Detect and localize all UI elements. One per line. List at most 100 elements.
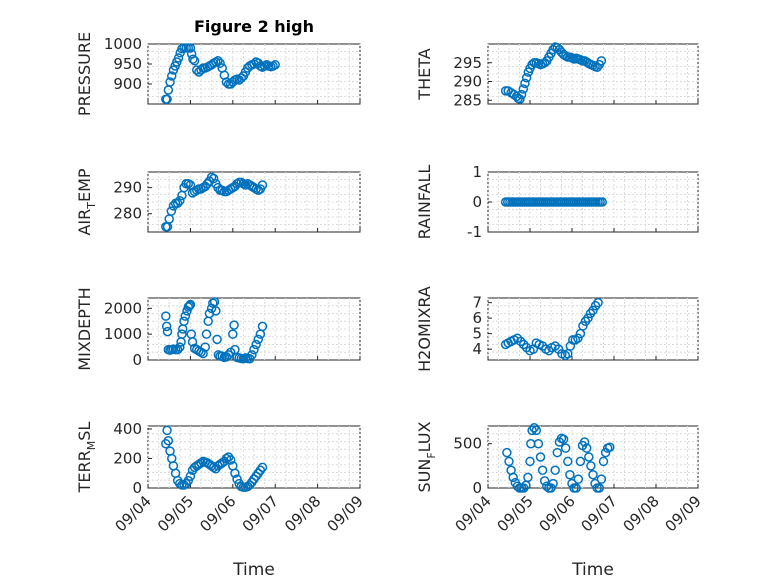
data-point [162,94,172,104]
data-point [552,447,563,458]
subplot-pressure: 900 950 1000 PRESSURE Figure 2 high [75,17,361,116]
data-point [583,313,593,323]
data-point [230,468,240,478]
y-tick-label: 295 [453,54,482,72]
data-point [183,475,194,486]
data-point [539,476,550,486]
subplot-air_temp: 280 290 AIRTEMP [75,168,361,236]
y-tick-label: 0 [132,479,142,497]
data-point [161,321,172,332]
data-point [166,206,177,216]
y-axis-label: MIXDEPTH [75,287,94,370]
data-point [251,339,261,350]
data-point [257,180,268,190]
y-tick-label: 290 [453,73,482,91]
data-point [185,43,196,53]
data-point [593,297,603,308]
data-point [578,321,588,331]
chart-title: Figure 2 high [194,17,314,36]
y-axis-label: TERRMSL [75,422,98,494]
data-point [175,478,185,489]
y-tick-label: 500 [453,435,482,453]
y-tick-label: 900 [113,75,142,93]
data-point [531,425,542,436]
data-point [520,78,530,89]
data-point [221,453,232,464]
x-axis-label: Time [232,560,275,580]
x-tick-label: 09/07 [578,492,621,535]
data-point [596,56,607,66]
y-tick-label: 7 [472,294,482,312]
data-point [247,350,257,360]
data-point [588,469,598,480]
y-axis-label: SUNFLUX [415,421,438,492]
x-tick-label: 09/05 [494,492,537,535]
data-point [533,438,544,449]
data-point [179,316,189,326]
y-axis-label: RAINFALL [415,165,434,240]
x-tick-label: 09/09 [324,492,367,535]
y-axis-label: THETA [415,48,434,100]
data-point [535,452,546,462]
data-point [175,342,185,352]
data-point [581,443,592,453]
data-point [198,348,208,359]
data-point [175,195,185,206]
y-tick-label: 950 [113,55,142,73]
data-point [185,299,196,310]
data-point [594,483,605,493]
data-point [597,197,607,207]
data-point [579,437,590,447]
data-point [238,178,249,189]
y-tick-label: 280 [113,205,142,223]
y-tick-label: 200 [113,449,142,467]
data-point [525,456,535,467]
y-axis-label: AIRTEMP [75,168,98,235]
data-point [240,180,251,190]
data-point [518,339,529,350]
y-tick-label: 5 [472,325,482,343]
data-point [518,483,529,493]
data-point [584,452,594,462]
x-axis-label: Time [571,560,614,580]
data-point [185,471,196,481]
y-axis-label: PRESSURE [75,32,94,116]
y-tick-label: -1 [467,223,482,241]
data-point [223,350,234,360]
data-point [546,483,556,493]
data-point [508,472,518,483]
data-point [162,326,173,337]
data-point [521,73,532,83]
y-tick-label: 2000 [104,299,142,317]
data-point [515,94,525,104]
data-point [516,89,527,100]
data-point [573,474,584,484]
data-point [596,474,607,484]
data-point [257,462,268,473]
x-tick-label: 09/04 [112,492,155,535]
y-tick-label: 1 [472,163,482,181]
data-point [565,341,576,351]
data-point [516,336,526,347]
data-point [527,425,537,436]
data-point [228,329,238,339]
data-point [523,472,533,483]
data-point [571,483,581,493]
data-point [504,456,514,467]
x-tick-label: 09/04 [452,492,495,535]
data-point [598,456,609,467]
data-point [213,56,223,66]
y-tick-label: 400 [113,420,142,438]
data-point [558,434,569,445]
y-tick-label: 4 [472,340,482,358]
y-tick-label: 290 [113,179,142,197]
data-point [586,461,596,471]
subplot-rainfall: -1 0 1 RAINFALL [415,163,699,241]
data-point [189,56,200,66]
data-point [162,425,172,436]
data-point [550,465,560,476]
data-point [270,60,280,70]
